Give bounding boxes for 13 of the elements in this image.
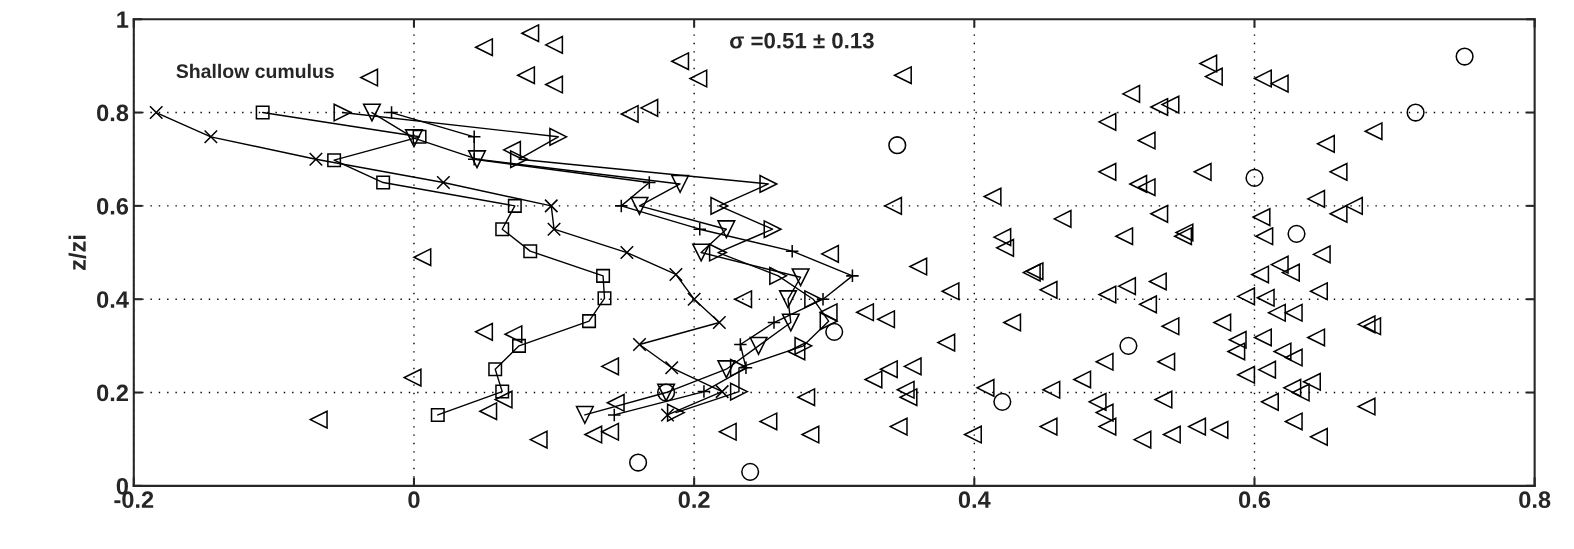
x-tick-label: 0: [408, 491, 420, 509]
x-tick-label: 0.4: [958, 491, 991, 509]
x-tick-label: 0.2: [678, 491, 710, 509]
y-tick-label: 0.8: [97, 104, 129, 122]
y-tick-label: 1: [117, 11, 129, 28]
y-tick-label: 0.2: [97, 384, 128, 402]
annotation: Shallow cumulus: [176, 63, 334, 79]
y-tick-label: 0.6: [97, 197, 129, 215]
annotation: σ =0.51 ± 0.13: [730, 32, 874, 49]
x-tick-label: 0.8: [1519, 491, 1551, 509]
y-axis-title: z/zi: [68, 235, 87, 270]
y-tick-label: 0.4: [97, 291, 129, 308]
x-tick-label: 0.6: [1239, 491, 1271, 509]
